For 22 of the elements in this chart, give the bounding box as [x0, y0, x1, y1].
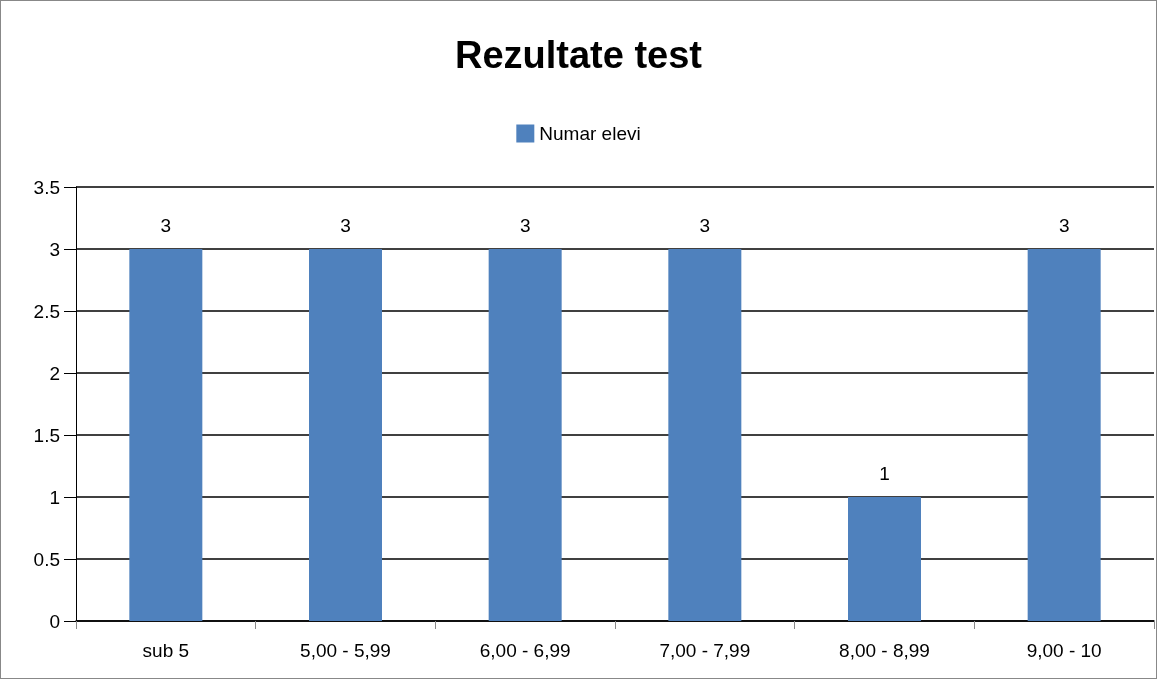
y-tick-label: 3.5: [33, 176, 60, 198]
x-tick-label: 6,00 - 6,99: [479, 640, 571, 661]
y-tick-label: 0.5: [33, 548, 60, 570]
y-tick-label: 2: [49, 362, 60, 384]
x-tick-label: 9,00 - 10: [1026, 640, 1102, 661]
y-tick-label: 1.5: [33, 424, 60, 446]
data-label: 3: [1058, 215, 1070, 236]
data-label: 3: [160, 215, 172, 236]
x-tick-label: 5,00 - 5,99: [300, 640, 391, 661]
y-tick-label: 3: [49, 238, 60, 260]
data-label: 1: [879, 463, 890, 484]
chart-title: Rezultate test: [454, 34, 703, 76]
y-tick-label: 1: [49, 486, 60, 508]
y-tick-label: 2.5: [33, 300, 60, 322]
y-tick-label: 0: [49, 610, 60, 632]
data-label: 3: [519, 215, 531, 236]
x-tick-label: 8,00 - 8,99: [839, 640, 930, 661]
x-tick-label: 7,00 - 7,99: [659, 640, 751, 661]
data-label: 3: [340, 215, 351, 236]
data-label: 3: [699, 215, 711, 236]
legend-label: Numar elevi: [539, 123, 641, 144]
x-tick-label: sub 5: [142, 640, 190, 661]
